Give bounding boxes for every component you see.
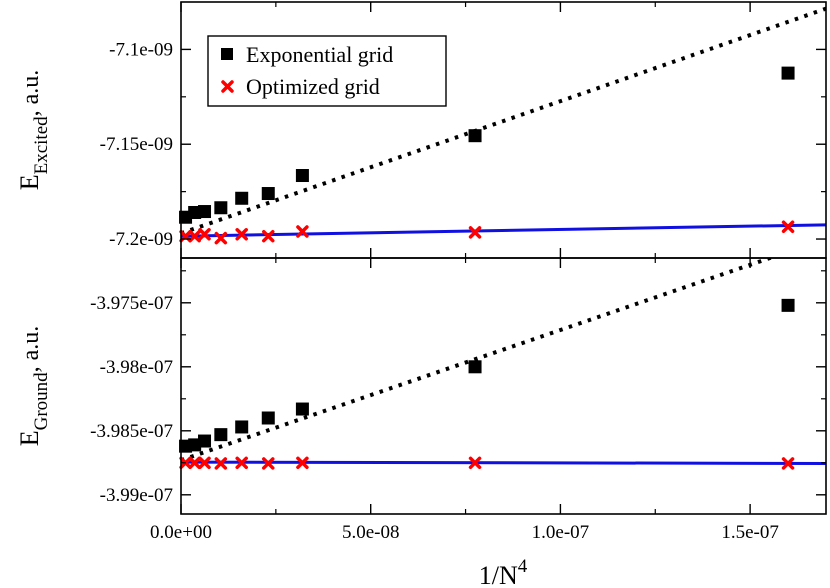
legend-box bbox=[207, 35, 447, 107]
bottom-y-tick-label: -3.98e-07 bbox=[100, 357, 173, 378]
legend-label-exponential: Exponential grid bbox=[246, 42, 393, 67]
bottom-y-axis-main: E bbox=[15, 430, 44, 446]
x-tick-label: 1.5e-07 bbox=[721, 522, 779, 543]
bottom-point-optimized bbox=[214, 457, 228, 470]
top-point-optimized bbox=[468, 226, 482, 239]
top-point-exponential bbox=[235, 191, 249, 205]
top-point-exponential bbox=[188, 205, 202, 219]
top-y-axis-title: EExcited, a.u. bbox=[15, 70, 52, 191]
top-y-tick-label: -7.15e-09 bbox=[100, 134, 173, 155]
bottom-point-exponential bbox=[188, 438, 202, 452]
bottom-fit-lines bbox=[181, 258, 826, 465]
top-point-optimized bbox=[296, 225, 309, 238]
bottom-point-optimized bbox=[296, 456, 309, 470]
bottom-point-optimized bbox=[198, 456, 211, 470]
bottom-x-ticks: 0.0e+00 5.0e-08 1.0e-07 1.5e-07 bbox=[150, 258, 779, 543]
top-point-optimized bbox=[188, 229, 201, 243]
x-tick-label: 1.0e-07 bbox=[532, 522, 590, 543]
top-y-axis-sub: Excited bbox=[31, 116, 52, 175]
x-axis-title: 1/N4 bbox=[479, 556, 528, 588]
bottom-plot-frame bbox=[180, 257, 827, 515]
bottom-fit-dotted bbox=[181, 258, 777, 463]
top-point-exponential bbox=[781, 66, 795, 80]
bottom-y-tick-label: -3.99e-07 bbox=[100, 485, 173, 506]
top-y-tick-label: -7.1e-09 bbox=[109, 39, 173, 60]
top-point-optimized bbox=[781, 220, 795, 233]
top-y-tick-label: -7.2e-09 bbox=[109, 229, 173, 250]
panel-bottom: -3.99e-07 -3.985e-07 -3.98e-07 -3.975e-07 0… bbox=[15, 257, 827, 588]
top-y-axis-suffix: , a.u. bbox=[18, 70, 44, 117]
x-axis-main: 1/N bbox=[479, 561, 518, 588]
top-point-exponential bbox=[261, 187, 275, 201]
bottom-point-optimized bbox=[188, 456, 201, 470]
top-point-exponential bbox=[198, 205, 212, 219]
bottom-point-exponential bbox=[214, 428, 228, 442]
legend-marker-optimized bbox=[221, 80, 234, 93]
top-fit-lines bbox=[181, 6, 826, 238]
bottom-point-exponential bbox=[261, 411, 275, 425]
bottom-point-optimized bbox=[262, 457, 275, 470]
panel-top: -7.2e-09 -7.15e-09 -7.1e-09 EExcited, a.u.… bbox=[15, 1, 827, 259]
bottom-point-exponential bbox=[468, 360, 482, 374]
bottom-point-exponential bbox=[295, 402, 309, 416]
top-fit-dotted bbox=[181, 6, 826, 236]
bottom-y-axis-suffix: , a.u. bbox=[18, 326, 44, 373]
x-axis-sup: 4 bbox=[518, 556, 528, 577]
bottom-point-optimized bbox=[468, 456, 482, 470]
bottom-point-exponential bbox=[781, 298, 795, 312]
bottom-point-optimized bbox=[781, 457, 795, 470]
bottom-fit-solid bbox=[181, 460, 826, 465]
top-point-exponential bbox=[214, 201, 228, 215]
legend-marker-exponential bbox=[221, 48, 233, 60]
bottom-point-exponential bbox=[235, 420, 249, 434]
top-point-optimized bbox=[235, 228, 248, 241]
bottom-markers bbox=[179, 298, 795, 470]
bottom-y-tick-label: -3.975e-07 bbox=[90, 293, 173, 314]
bottom-y-axis-title: EGround, a.u. bbox=[15, 326, 52, 447]
top-point-exponential bbox=[295, 169, 309, 183]
bottom-y-tick-label: -3.985e-07 bbox=[90, 421, 173, 442]
top-markers bbox=[179, 66, 795, 245]
top-point-exponential bbox=[468, 129, 482, 143]
top-point-optimized bbox=[198, 228, 211, 241]
bottom-y-ticks: -3.99e-07 -3.985e-07 -3.98e-07 -3.975e-07 bbox=[90, 270, 826, 506]
x-tick-label: 0.0e+00 bbox=[150, 522, 212, 543]
top-point-optimized bbox=[214, 231, 228, 245]
top-point-optimized bbox=[262, 229, 275, 243]
legend-label-optimized: Optimized grid bbox=[246, 74, 380, 99]
x-tick-label: 5.0e-08 bbox=[342, 522, 400, 543]
top-y-ticks: -7.2e-09 -7.15e-09 -7.1e-09 bbox=[100, 2, 826, 258]
legend: Exponential grid Optimized grid bbox=[207, 35, 447, 107]
bottom-y-axis-sub: Ground bbox=[31, 372, 52, 431]
bottom-point-exponential bbox=[198, 434, 212, 448]
top-fit-solid bbox=[181, 223, 826, 238]
bottom-point-optimized bbox=[235, 456, 248, 470]
top-y-axis-main: E bbox=[15, 174, 44, 190]
